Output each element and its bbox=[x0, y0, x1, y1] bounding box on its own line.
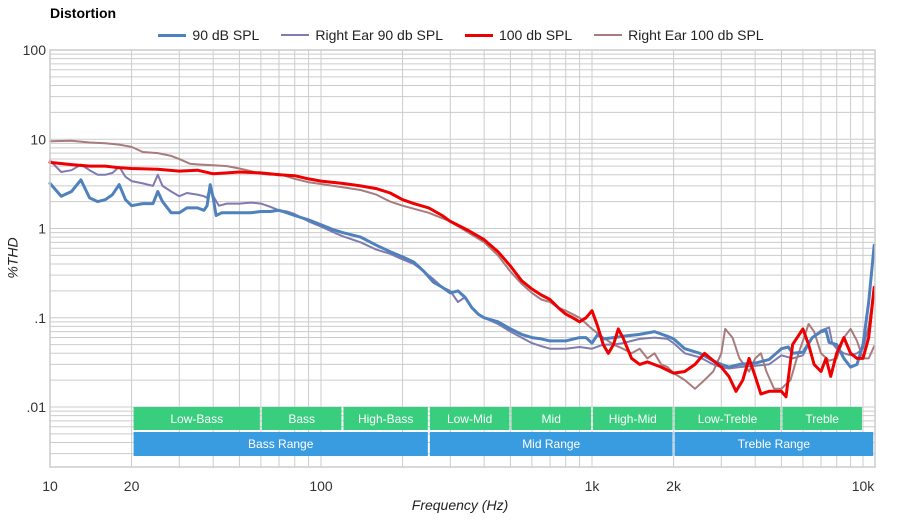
legend-swatch bbox=[281, 34, 310, 36]
axes: 10 20 100 1k 2k 10k 100 10 1 .1 .01 bbox=[23, 42, 876, 494]
series-line-right-ear-100-db-spl bbox=[49, 139, 876, 390]
band-label: Low-Treble bbox=[698, 412, 758, 426]
band-low-mid bbox=[429, 407, 510, 430]
range-bass-range bbox=[133, 432, 428, 456]
band-label: Bass bbox=[288, 412, 315, 426]
legend-label: 100 db SPL bbox=[498, 27, 573, 43]
y-tick-label: .01 bbox=[27, 399, 47, 415]
y-tick-label: 100 bbox=[23, 42, 47, 58]
y-tick-label: .1 bbox=[34, 310, 46, 326]
legend-label: Right Ear 90 db SPL bbox=[315, 27, 443, 43]
x-axis-label: Frequency (Hz) bbox=[411, 497, 509, 513]
band-treble bbox=[782, 407, 862, 430]
legend-item-right-ear-90db[interactable]: Right Ear 90 db SPL bbox=[281, 27, 443, 43]
band-label: Low-Mid bbox=[447, 412, 492, 426]
legend-swatch bbox=[464, 33, 493, 37]
grid bbox=[49, 49, 875, 467]
x-tick-label: 1k bbox=[585, 478, 601, 494]
legend-item-right-ear-100db[interactable]: Right Ear 100 db SPL bbox=[594, 27, 764, 43]
plot-border bbox=[49, 49, 876, 468]
y-tick-label: 1 bbox=[38, 221, 46, 237]
y-tick-label: 10 bbox=[30, 131, 46, 147]
x-tick-label: 10 bbox=[42, 478, 58, 494]
band-mid bbox=[511, 407, 591, 430]
legend-label: 90 dB SPL bbox=[192, 27, 260, 43]
chart-title: Distortion bbox=[50, 5, 117, 21]
series-line-100-db-spl bbox=[48, 160, 876, 399]
band-high-mid bbox=[593, 407, 673, 430]
band-label: Treble bbox=[805, 412, 839, 426]
band-low-bass bbox=[133, 407, 260, 430]
x-tick-label: 2k bbox=[666, 478, 682, 494]
legend-item-100db[interactable]: 100 db SPL bbox=[464, 27, 573, 43]
band-label: High-Mid bbox=[609, 412, 657, 426]
series-line-90-db-spl bbox=[48, 178, 876, 369]
range-label: Bass Range bbox=[248, 437, 314, 451]
range-mid-range bbox=[429, 432, 673, 456]
band-low-treble bbox=[674, 407, 781, 430]
band-high-bass bbox=[343, 407, 428, 430]
band-bass bbox=[261, 407, 342, 430]
legend: 90 dB SPL Right Ear 90 db SPL 100 db SPL… bbox=[0, 27, 900, 43]
x-tick-label: 20 bbox=[124, 478, 140, 494]
range-treble-range bbox=[674, 432, 874, 456]
series-lines bbox=[48, 139, 876, 399]
band-label: High-Bass bbox=[358, 412, 413, 426]
x-tick-label: 10k bbox=[852, 478, 876, 494]
legend-label: Right Ear 100 db SPL bbox=[628, 27, 764, 43]
x-tick-label: 100 bbox=[309, 478, 333, 494]
legend-swatch bbox=[158, 33, 187, 37]
band-label: Low-Bass bbox=[170, 412, 223, 426]
range-label: Treble Range bbox=[738, 437, 811, 451]
y-axis-label: %THD bbox=[4, 237, 21, 279]
range-label: Mid Range bbox=[522, 437, 580, 451]
legend-swatch bbox=[594, 34, 623, 36]
legend-item-90db[interactable]: 90 dB SPL bbox=[158, 27, 259, 43]
frequency-bands: Low-Bass Bass High-Bass Low-Mid Mid High-Mid L… bbox=[133, 407, 874, 456]
band-label: Mid bbox=[542, 412, 561, 426]
